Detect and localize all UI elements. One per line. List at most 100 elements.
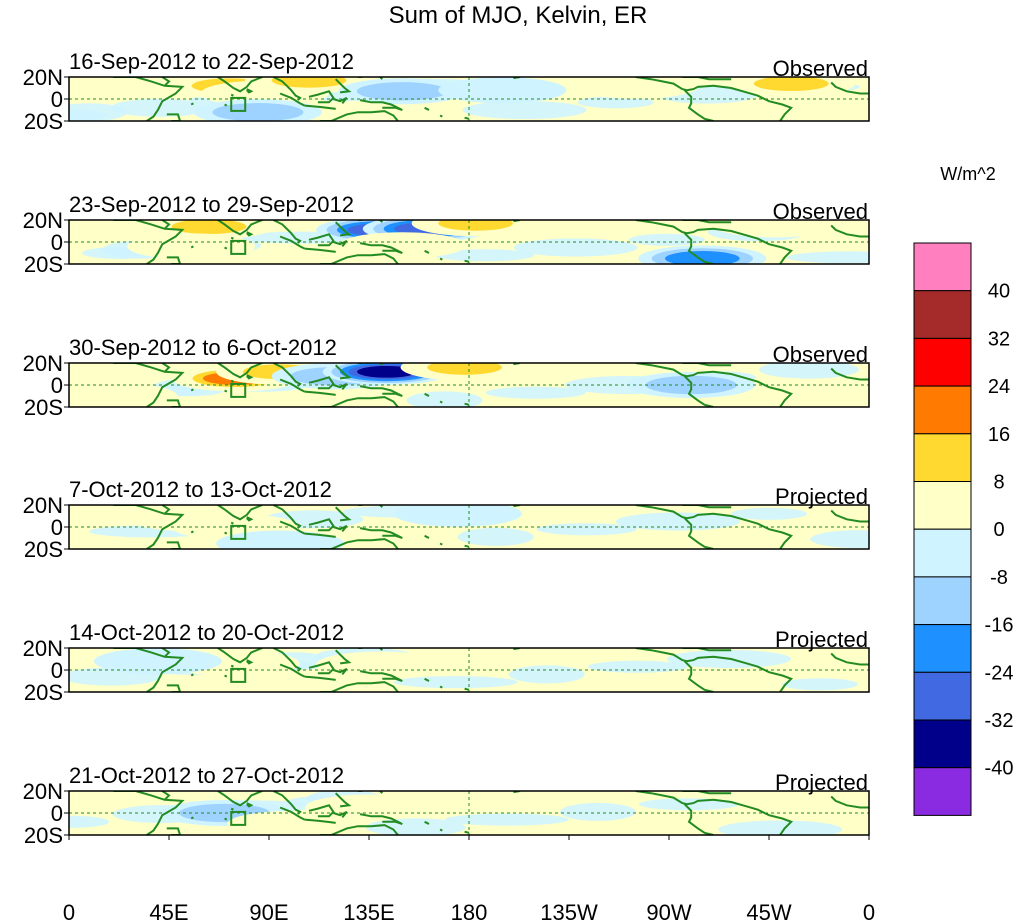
y-tick-label: 20S (24, 537, 63, 562)
panel-status: Observed (773, 342, 868, 367)
x-tick-label: 180 (451, 900, 488, 923)
background-band (787, 251, 869, 264)
coastline (113, 77, 185, 121)
background-band (393, 676, 518, 689)
background-band (444, 813, 569, 826)
coastline (113, 505, 185, 549)
x-tick-label: 45W (746, 900, 791, 923)
coastline (230, 664, 234, 668)
x-tick-label: 90E (249, 900, 288, 923)
coastline (161, 505, 171, 515)
colorbar-swatch (913, 290, 972, 339)
coastline (424, 106, 430, 111)
coastline (246, 88, 254, 94)
colorbar-swatch (913, 528, 972, 578)
coastline (424, 534, 430, 539)
anomaly-contour (216, 530, 345, 549)
colorbar-label: 24 (988, 376, 1010, 398)
x-tick-label: 135W (540, 900, 598, 923)
coastline (683, 660, 714, 692)
coastline (464, 687, 470, 691)
coastline (230, 93, 234, 97)
panel-status: Projected (775, 484, 868, 509)
coastline (359, 385, 403, 397)
coastline (113, 791, 185, 835)
coastline (224, 103, 228, 107)
coastline (308, 233, 335, 247)
coastline (635, 791, 794, 835)
coastline (279, 806, 306, 821)
region-box (230, 667, 247, 683)
coastline (334, 506, 352, 522)
coastline (217, 220, 263, 236)
coastline (334, 221, 352, 237)
coastline (682, 505, 732, 509)
coastline (304, 104, 336, 110)
anomaly-contour (665, 251, 740, 264)
coastline (683, 232, 714, 264)
colorbar-label: -8 (990, 567, 1008, 589)
coastline (113, 220, 185, 264)
coastline (359, 242, 403, 254)
colorbar-swatch (913, 337, 972, 387)
coastline (230, 379, 234, 383)
coastline (246, 802, 254, 808)
coastline (635, 648, 794, 692)
coastline (304, 532, 336, 538)
panel-status: Projected (775, 627, 868, 652)
coastline (683, 375, 714, 407)
coastline (333, 668, 348, 676)
colorbar-swatch (913, 385, 972, 435)
background-band (731, 507, 807, 520)
coastline (279, 663, 306, 678)
coastline (161, 77, 171, 87)
coastline (308, 518, 335, 532)
y-tick-label: 20N (23, 636, 63, 661)
coastline (308, 661, 335, 675)
coastline (333, 240, 348, 248)
coastline (279, 520, 306, 535)
coastline (308, 376, 335, 390)
coastline (304, 818, 336, 824)
coastline (190, 388, 194, 392)
y-tick-label: 20N (23, 208, 63, 233)
coastline (830, 224, 869, 238)
coastline (161, 648, 171, 658)
anomaly-field (69, 505, 869, 549)
colorbar-swatch (913, 576, 972, 626)
region-box (230, 382, 247, 398)
chart-title: Sum of MJO, Kelvin, ER (389, 2, 648, 29)
coastline (166, 113, 182, 121)
anomaly-field (69, 77, 869, 121)
anomaly-contour (271, 77, 347, 88)
y-tick-label: 20S (24, 109, 63, 134)
y-tick-label: 20S (24, 823, 63, 848)
region-box (230, 96, 247, 112)
coastline (224, 246, 228, 250)
anomaly-contour (334, 655, 426, 674)
coastline (279, 378, 306, 393)
coastline (166, 684, 182, 692)
coastline (830, 509, 869, 523)
colorbar-units: W/m^2 (940, 164, 995, 184)
panel-period: 23-Sep-2012 to 29-Sep-2012 (69, 192, 354, 217)
anomaly-contour (438, 220, 513, 231)
background-band (615, 512, 740, 531)
y-tick-label: 0 (51, 515, 63, 540)
coastline (682, 363, 732, 367)
coastline (166, 399, 182, 407)
background-band (718, 820, 843, 835)
background-band (513, 238, 638, 257)
coastline (272, 648, 302, 672)
panel-period: 7-Oct-2012 to 13-Oct-2012 (69, 477, 332, 502)
panel-period: 16-Sep-2012 to 22-Sep-2012 (69, 49, 354, 74)
coastline (830, 367, 869, 381)
coastline (230, 236, 234, 240)
coastline (359, 670, 403, 682)
background-band (462, 101, 587, 119)
x-tick-label: 135E (343, 900, 394, 923)
coastline (304, 247, 336, 253)
colorbar: W/m^2 40 32 24 16 8 0 -8 -16 -24 -32 -40 (913, 164, 1013, 816)
y-tick-label: 0 (51, 87, 63, 112)
